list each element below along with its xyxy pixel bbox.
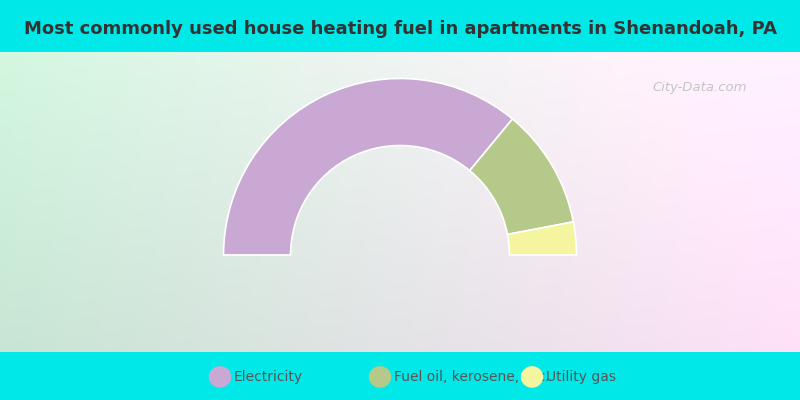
Ellipse shape [521, 366, 543, 388]
Wedge shape [470, 119, 574, 234]
Text: Electricity: Electricity [234, 370, 302, 384]
Text: Fuel oil, kerosene, etc.: Fuel oil, kerosene, etc. [394, 370, 549, 384]
Text: Most commonly used house heating fuel in apartments in Shenandoah, PA: Most commonly used house heating fuel in… [23, 20, 777, 38]
Ellipse shape [209, 366, 231, 388]
Text: Utility gas: Utility gas [546, 370, 615, 384]
Text: City-Data.com: City-Data.com [653, 82, 747, 94]
Ellipse shape [369, 366, 391, 388]
Wedge shape [507, 222, 577, 255]
Wedge shape [223, 78, 513, 255]
